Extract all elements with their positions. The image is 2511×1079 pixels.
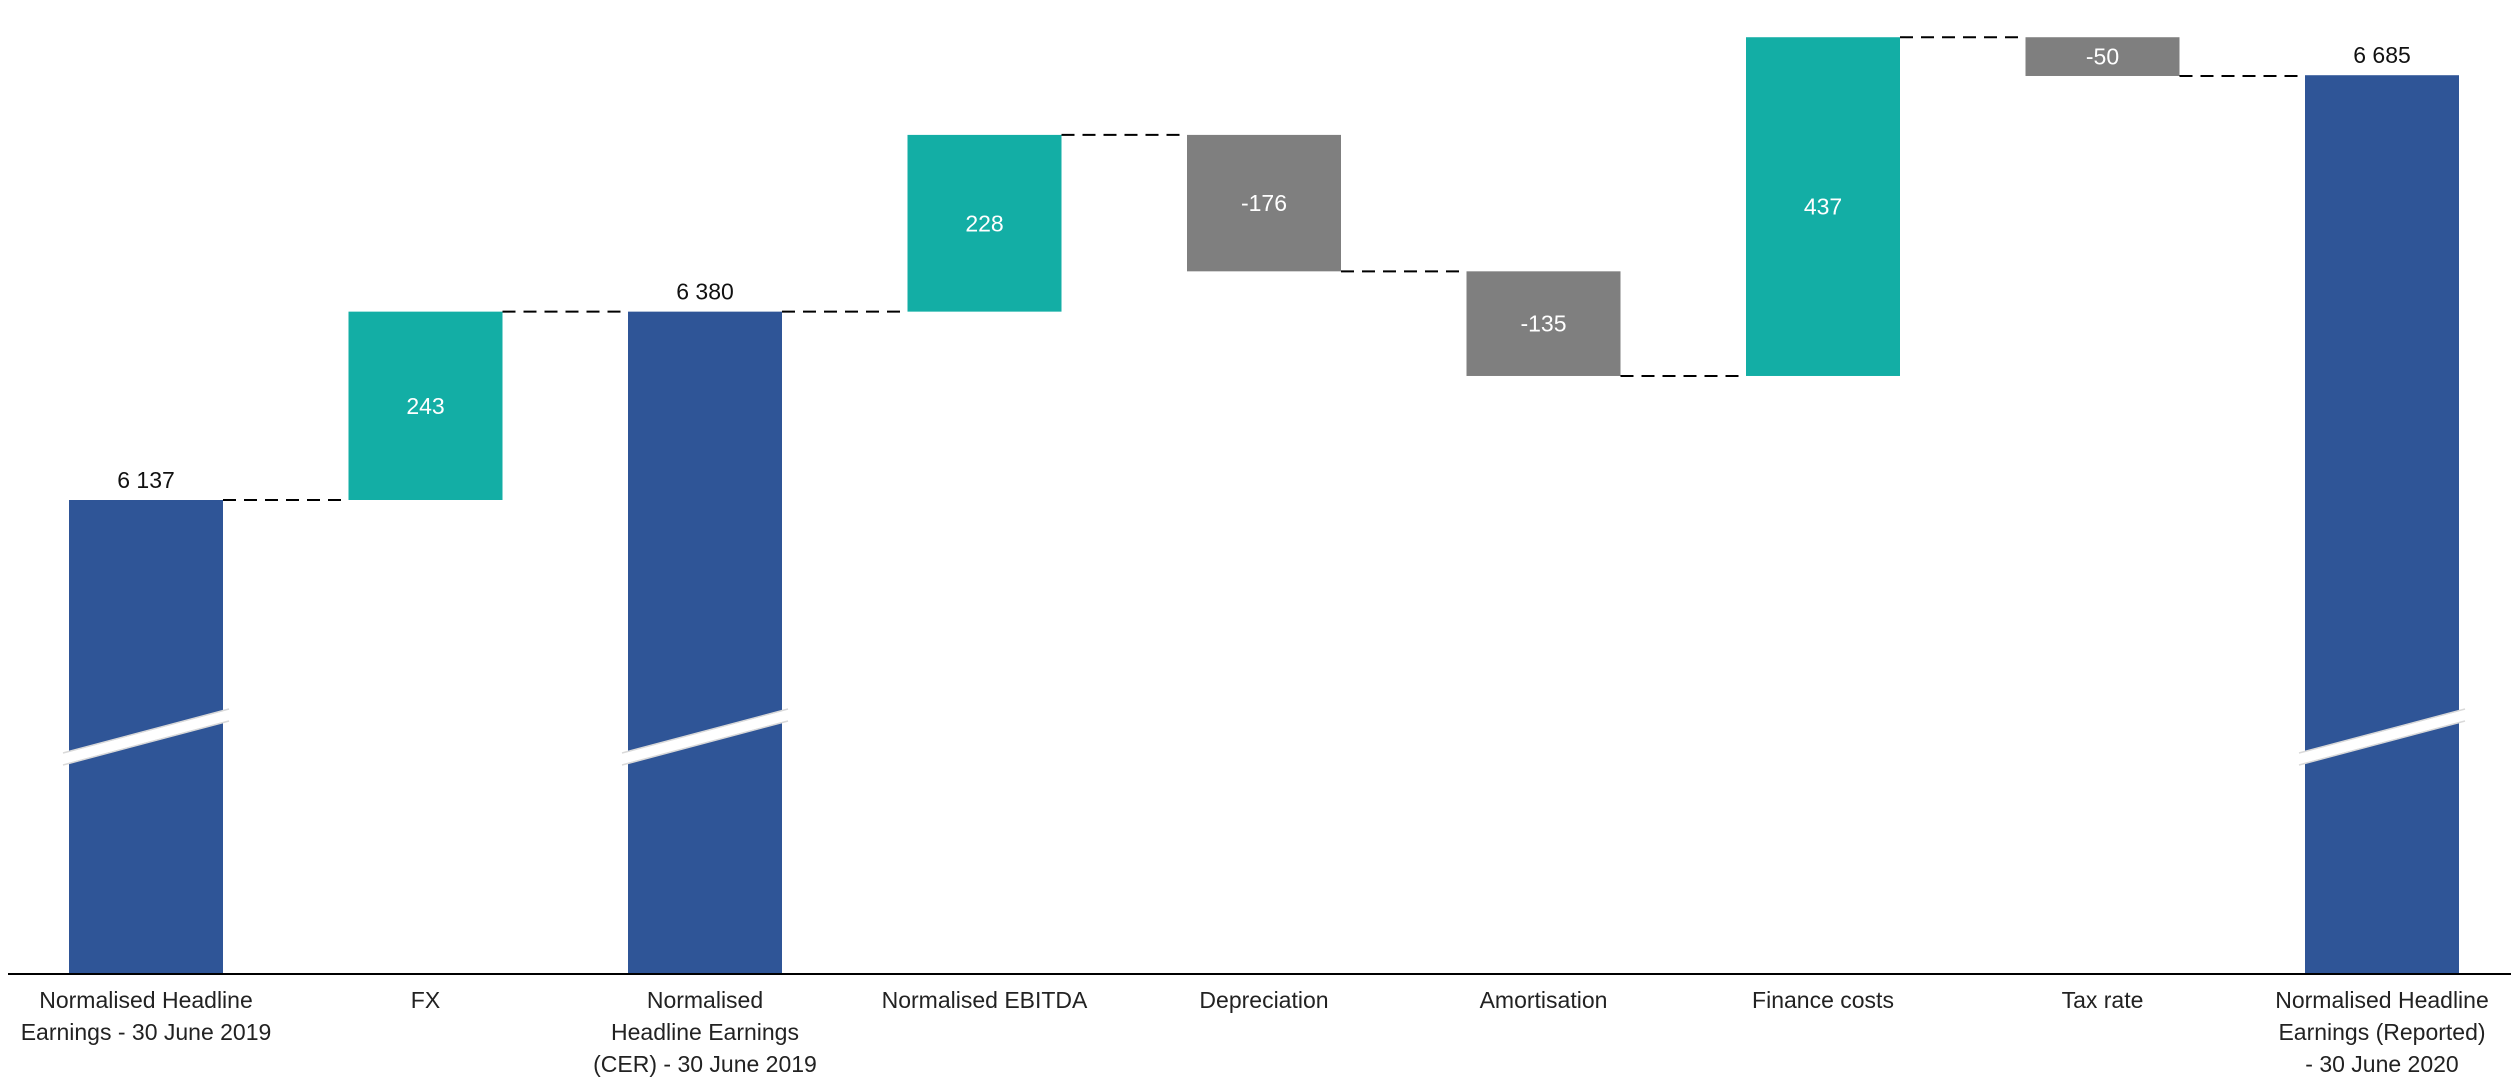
category-label: Normalised Headline Earnings - 30 June 20… xyxy=(21,987,272,1045)
bar-increase xyxy=(907,134,1062,312)
value-label: 6 685 xyxy=(2353,42,2411,68)
value-label: -50 xyxy=(2086,44,2119,70)
category-label: Tax rate xyxy=(2062,987,2144,1013)
value-label: -135 xyxy=(1520,311,1566,337)
value-labels: 6 137 243 6 380 228 -176 -135 437 -50 6 685 xyxy=(117,42,2411,493)
bar-decrease xyxy=(1187,134,1341,272)
axis-break-edge xyxy=(621,708,789,754)
category-label-line: Normalised EBITDA xyxy=(882,987,1088,1013)
axis-break-mark xyxy=(62,709,230,765)
axis-break-mark xyxy=(2298,709,2466,765)
category-label: Depreciation xyxy=(1199,987,1328,1013)
category-label-line: Normalised xyxy=(647,987,763,1013)
bar-decrease xyxy=(1466,271,1621,376)
axis-breaks xyxy=(62,708,2466,766)
axis-break-edge xyxy=(62,720,230,766)
category-label-line: Headline Earnings xyxy=(611,1019,799,1045)
value-label: 6 380 xyxy=(676,279,734,305)
value-label: 243 xyxy=(406,393,444,419)
category-label-line: Tax rate xyxy=(2062,987,2144,1013)
category-label-line: Earnings - 30 June 2019 xyxy=(21,1019,272,1045)
bar-total xyxy=(2305,75,2459,974)
bar-increase xyxy=(1746,37,1900,376)
bar-total xyxy=(628,311,782,974)
category-label-line: (CER) - 30 June 2019 xyxy=(593,1051,817,1077)
value-label: -176 xyxy=(1241,190,1287,216)
value-label: 437 xyxy=(1804,194,1842,220)
category-label: Normalised EBITDA xyxy=(882,987,1088,1013)
category-label-line: Earnings (Reported) xyxy=(2278,1019,2485,1045)
category-label-line: - 30 June 2020 xyxy=(2305,1051,2458,1077)
axis-break-mark xyxy=(621,709,789,765)
category-label: Normalised Headline Earnings (CER) - 30 Ju… xyxy=(593,987,817,1077)
category-label-line: Amortisation xyxy=(1480,987,1608,1013)
category-label-line: Finance costs xyxy=(1752,987,1894,1013)
value-label: 6 137 xyxy=(117,467,175,493)
category-label: Amortisation xyxy=(1480,987,1608,1013)
category-label-line: Normalised Headline xyxy=(39,987,253,1013)
category-label: FX xyxy=(411,987,440,1013)
category-label: Finance costs xyxy=(1752,987,1894,1013)
category-labels: Normalised Headline Earnings - 30 June 20… xyxy=(21,987,2489,1077)
axis-break-edge xyxy=(2298,720,2466,766)
axis-break-edge xyxy=(2298,708,2466,754)
axis-break-edge xyxy=(62,708,230,754)
category-label: Normalised Headline Earnings (Reported) - … xyxy=(2275,987,2489,1077)
axis-break-edge xyxy=(621,720,789,766)
category-label-line: Depreciation xyxy=(1199,987,1328,1013)
category-label-line: Normalised Headline xyxy=(2275,987,2489,1013)
bar-decrease xyxy=(2025,37,2180,76)
bar-increase xyxy=(348,311,503,500)
category-label-line: FX xyxy=(411,987,440,1013)
value-label: 228 xyxy=(965,210,1003,236)
bars xyxy=(69,37,2459,974)
